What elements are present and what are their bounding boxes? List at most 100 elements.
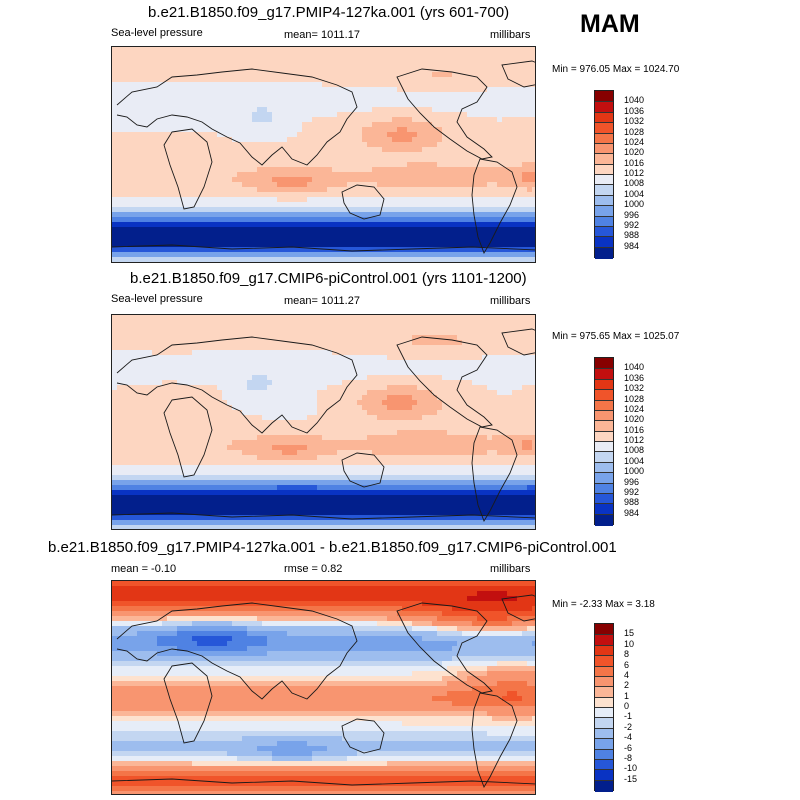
- colorbar-tick-label: -8: [624, 752, 633, 763]
- coastline: [341, 184, 385, 220]
- colorbar-tick-label: 1020: [624, 147, 645, 158]
- colorbar-box: [595, 368, 613, 381]
- colorbar-box: [595, 153, 613, 166]
- colorbar-tick-label: 1008: [624, 445, 645, 456]
- colorbar-box: [595, 215, 613, 228]
- panel-1-title: b.e21.B1850.f09_g17.PMIP4-127ka.001 (yrs…: [148, 4, 510, 21]
- colorbar-tick-label: 2: [624, 680, 630, 691]
- colorbar-tick-label: -2: [624, 721, 633, 732]
- colorbar-box: [595, 441, 613, 453]
- map-field: [112, 47, 535, 262]
- coastline: [163, 662, 213, 744]
- colorbar-box: [595, 655, 613, 667]
- colorbar-box: [595, 174, 613, 186]
- colorbar-tick-label: 1012: [624, 435, 645, 445]
- panel-2-variable-label: Sea-level pressure: [111, 293, 203, 305]
- colorbar-tick-label: 1040: [624, 362, 645, 373]
- panel-3-title: b.e21.B1850.f09_g17.PMIP4-127ka.001 - b.…: [48, 539, 617, 556]
- colorbar-tick-label: 1032: [624, 116, 645, 127]
- coastline: [501, 594, 535, 622]
- colorbar-tick-label: 1024: [624, 403, 645, 414]
- colorbar-box: [595, 492, 613, 505]
- colorbar-box: [595, 389, 613, 401]
- colorbar-box: [595, 624, 613, 635]
- colorbar-tick-label: 1004: [624, 455, 645, 466]
- colorbar-box: [595, 634, 613, 647]
- colorbar-box: [595, 246, 613, 259]
- panel-1-colorbar: [594, 90, 614, 259]
- colorbar-tick-label: 1028: [624, 393, 645, 404]
- colorbar-box: [595, 779, 613, 792]
- colorbar-box: [595, 378, 613, 391]
- colorbar-box: [595, 430, 613, 443]
- colorbar-tick-label: 4: [624, 669, 630, 680]
- colorbar-box: [595, 132, 613, 145]
- colorbar-tick-label: 1032: [624, 383, 645, 394]
- colorbar-tick-label: 1: [624, 690, 630, 701]
- colorbar-box: [595, 461, 613, 474]
- colorbar-tick-label: 996: [624, 476, 640, 487]
- panel-3-units-label: millibars: [490, 563, 531, 575]
- coastline: [163, 396, 213, 478]
- coastline: [163, 128, 213, 210]
- colorbar-box: [595, 184, 613, 197]
- colorbar-tick-label: 1012: [624, 168, 645, 178]
- panel-2-colorbar: [594, 357, 614, 526]
- panel-3-colorbar: [594, 623, 614, 792]
- coastline: [116, 602, 358, 700]
- coastline: [341, 452, 385, 488]
- colorbar-tick-label: 1020: [624, 414, 645, 425]
- colorbar-tick-label: -15: [624, 773, 638, 784]
- panel-1-variable-label: Sea-level pressure: [111, 27, 203, 39]
- map-field: [112, 315, 535, 529]
- coastline: [501, 60, 535, 88]
- colorbar-box: [595, 482, 613, 495]
- coastline: [116, 336, 358, 434]
- coastline: [471, 426, 518, 523]
- colorbar-tick-label: 996: [624, 209, 640, 220]
- colorbar-box: [595, 513, 613, 526]
- colorbar-box: [595, 111, 613, 124]
- coastline: [396, 68, 493, 160]
- coastline: [112, 244, 535, 252]
- colorbar-tick-label: 1036: [624, 372, 645, 383]
- colorbar-box: [595, 769, 613, 782]
- colorbar-tick-label: 15: [624, 628, 635, 639]
- panel-2-title: b.e21.B1850.f09_g17.CMIP6-piControl.001 …: [130, 270, 527, 287]
- panel-3-minmax-label: Min = -2.33 Max = 3.18: [552, 599, 655, 610]
- coastline: [116, 68, 358, 166]
- colorbar-tick-label: 1036: [624, 105, 645, 116]
- coastline: [471, 158, 518, 255]
- coastline: [501, 328, 535, 356]
- season-label: MAM: [580, 10, 640, 38]
- colorbar-tick-label: -6: [624, 742, 633, 753]
- coastline: [396, 336, 493, 428]
- colorbar-tick-label: 1016: [624, 424, 645, 435]
- colorbar-box: [595, 738, 613, 750]
- colorbar-box: [595, 194, 613, 207]
- colorbar-tick-label: 1000: [624, 199, 645, 210]
- colorbar-box: [595, 122, 613, 134]
- colorbar-tick-label: 984: [624, 240, 640, 251]
- coastline: [341, 718, 385, 754]
- colorbar-box: [595, 451, 613, 464]
- colorbar-box: [595, 358, 613, 369]
- colorbar-box: [595, 727, 613, 740]
- coastline: [112, 778, 535, 786]
- colorbar-tick-label: 988: [624, 497, 640, 508]
- colorbar-box: [595, 409, 613, 422]
- coastline: [112, 512, 535, 520]
- coastline: [396, 602, 493, 694]
- panel-1-minmax-label: Min = 976.05 Max = 1024.70: [552, 64, 680, 75]
- panel-2-map: [111, 314, 536, 530]
- colorbar-tick-label: 1008: [624, 178, 645, 189]
- colorbar-tick-label: 988: [624, 230, 640, 241]
- panel-1-map: [111, 46, 536, 263]
- colorbar-tick-label: 1024: [624, 136, 645, 147]
- colorbar-box: [595, 205, 613, 217]
- panel-2-minmax-label: Min = 975.65 Max = 1025.07: [552, 331, 680, 342]
- colorbar-tick-label: -10: [624, 763, 638, 774]
- coastline: [471, 692, 518, 789]
- colorbar-box: [595, 758, 613, 771]
- colorbar-tick-label: 984: [624, 507, 640, 518]
